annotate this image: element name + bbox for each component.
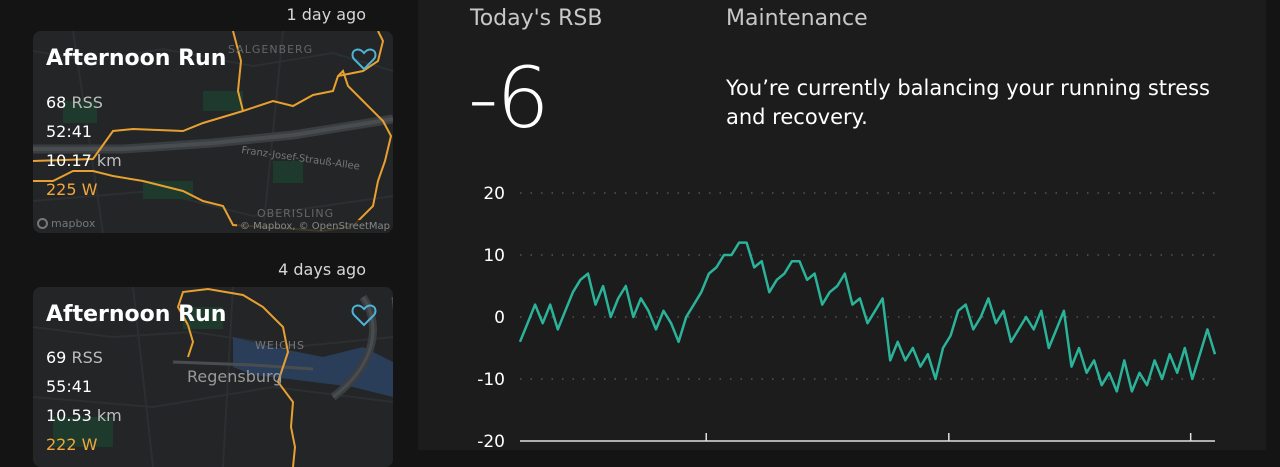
y-tick-label: -20 [477, 432, 505, 450]
power-value: 222 [46, 435, 77, 454]
activity-title: Afternoon Run [46, 46, 227, 71]
distance-unit: km [96, 151, 122, 170]
rss-stat: 68 RSS [46, 93, 103, 112]
route-map[interactable]: SALGENBERG Franz-Josef-Strauß-Allee OBER… [33, 31, 393, 233]
power-unit: W [81, 435, 98, 454]
activity-date-2: 4 days ago [278, 260, 366, 279]
mapbox-logo-icon[interactable]: mapbox [37, 217, 95, 230]
activity-title: Afternoon Run [46, 302, 227, 327]
power-stat: 225 W [46, 180, 97, 199]
power-unit: W [81, 180, 98, 199]
distance-value: 10.53 [46, 406, 92, 425]
activity-card-2[interactable]: WEICHS Regensburg Afternoon Run 69 RSS 5… [33, 287, 393, 467]
rsb-label: Today's RSB [470, 6, 603, 31]
rsb-panel [418, 0, 1266, 450]
activity-card-1[interactable]: SALGENBERG Franz-Josef-Strauß-Allee OBER… [33, 31, 393, 233]
power-stat: 222 W [46, 435, 97, 454]
route-map[interactable]: WEICHS Regensburg [33, 287, 393, 467]
distance-stat: 10.17 km [46, 151, 122, 170]
y-tick-label: 0 [494, 308, 505, 328]
y-tick-label: 20 [483, 184, 505, 204]
map-attribution[interactable]: © Mapbox, © OpenStreetMap [236, 220, 393, 233]
y-tick-label: 10 [483, 246, 505, 266]
rsb-line-chart: 20 10 0 -10 -20 [477, 184, 1217, 450]
rss-unit: RSS [71, 348, 103, 367]
map-label-district: WEICHS [255, 339, 305, 352]
map-label-district: OBERISLING [257, 207, 334, 220]
heart-outline-icon[interactable] [351, 303, 377, 327]
heart-outline-icon[interactable] [351, 47, 377, 71]
distance-value: 10.17 [46, 151, 92, 170]
rss-value: 68 [46, 93, 67, 112]
map-logo-text: mapbox [51, 217, 96, 230]
activity-date-1: 1 day ago [286, 5, 366, 24]
map-label-district: SALGENBERG [228, 43, 313, 56]
panel-edge [1266, 0, 1280, 450]
rsb-status-label: Maintenance [726, 6, 868, 31]
rss-stat: 69 RSS [46, 348, 103, 367]
duration-stat: 52:41 [46, 122, 93, 141]
rss-value: 69 [46, 348, 67, 367]
distance-stat: 10.53 km [46, 406, 122, 425]
power-value: 225 [46, 180, 77, 199]
rsb-series-line [518, 241, 1217, 393]
rss-unit: RSS [71, 93, 103, 112]
y-tick-label: -10 [477, 370, 505, 390]
rsb-status-description: You’re currently balancing your running … [726, 76, 1210, 129]
rsb-value: -6 [468, 49, 550, 147]
distance-unit: km [96, 406, 122, 425]
duration-stat: 55:41 [46, 377, 93, 396]
activity-feed: 1 day ago SALGENBERG Franz-Josef-Strauß-… [0, 0, 418, 467]
map-label-city: Regensburg [187, 367, 282, 386]
